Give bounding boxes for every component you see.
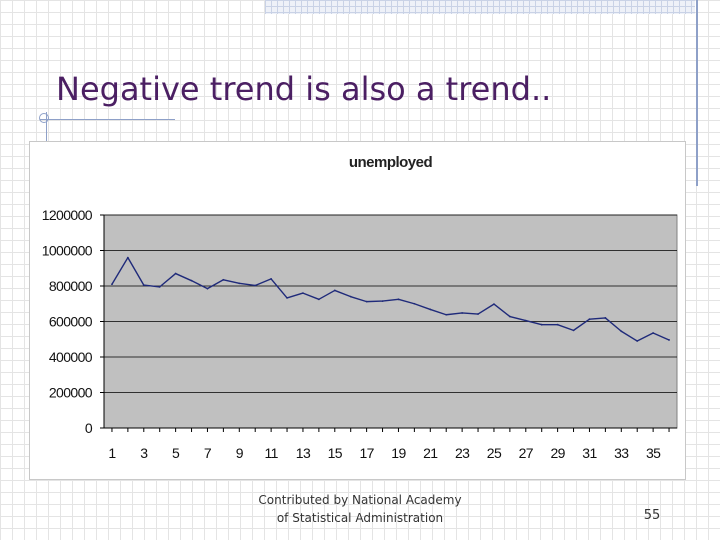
unemployed-line-chart: unemployed 0 200000 400000 600000 800000 10000… [42,154,678,461]
data-point [381,300,384,302]
data-point [413,302,416,305]
x-tick-label: 31 [582,445,597,461]
x-tick-label: 13 [296,445,311,461]
data-point [190,279,193,282]
x-tick-label: 17 [359,445,374,461]
data-point [636,340,639,342]
footer-credit: Contributed by National Academy of Stati… [240,491,480,527]
data-point [254,284,257,287]
data-point [317,298,320,301]
data-point [158,285,161,288]
data-point [556,323,559,326]
data-point [540,323,543,326]
data-point [126,256,129,259]
top-decoration-bar [265,0,695,14]
data-point [588,318,591,321]
data-point [493,303,495,306]
data-point [142,284,145,287]
x-tick-label: 19 [391,445,406,461]
data-point [270,278,273,280]
data-point [604,317,607,319]
y-tick-label: 200000 [49,385,93,401]
page-number: 55 [643,508,661,523]
x-tick-label: 5 [172,445,180,461]
slide-title: Negative trend is also a trend.. [56,70,552,108]
x-tick-label: 3 [140,445,148,461]
data-point [652,332,655,334]
title-circle-ornament [39,113,49,123]
y-tick-label: 1000000 [42,243,93,259]
x-tick-label: 15 [328,445,343,461]
data-point [222,278,225,281]
x-tick-label: 27 [519,445,534,461]
data-point [174,272,177,275]
data-point [111,283,113,286]
x-tick-label: 23 [455,445,470,461]
data-point [238,282,241,285]
y-tick-label: 0 [85,420,93,436]
data-point [286,296,288,299]
data-point [365,300,368,303]
data-point [668,339,670,341]
x-tick-label: 1 [108,445,116,461]
data-point [620,330,623,333]
series-line-1 [111,256,670,342]
x-tick-label: 7 [204,445,212,461]
data-point [206,287,209,290]
y-tick-label: 800000 [49,278,93,294]
data-point [445,313,448,316]
data-point [349,295,352,298]
data-point [508,315,511,318]
y-tick-label: 600000 [49,314,93,330]
x-tick-label: 35 [646,445,661,461]
x-tick-label: 11 [264,445,278,461]
data-point [429,308,432,311]
data-point [302,292,304,294]
x-tick-label: 25 [487,445,502,461]
data-point [333,289,336,292]
y-tick-label: 400000 [49,349,93,365]
footer-credit-line-2: of Statistical Administration [276,511,444,525]
x-tick-label: 9 [236,445,244,461]
chart-title: unemployed [349,154,433,171]
data-point [524,319,527,322]
x-tick-label: 21 [423,445,438,461]
x-tick-label: 29 [550,445,565,461]
y-tick-label: 1200000 [42,207,93,223]
chart-frame: unemployed 0 200000 400000 600000 800000 10000… [29,141,686,480]
data-point [477,313,479,315]
x-tick-label: 33 [614,445,629,461]
data-point [572,329,575,332]
title-underline [40,119,175,120]
right-decoration-line [696,0,698,186]
title-cross-line [46,112,47,142]
footer-credit-line-1: Contributed by National Academy [258,493,462,507]
data-point [461,312,464,314]
data-point [397,298,400,301]
